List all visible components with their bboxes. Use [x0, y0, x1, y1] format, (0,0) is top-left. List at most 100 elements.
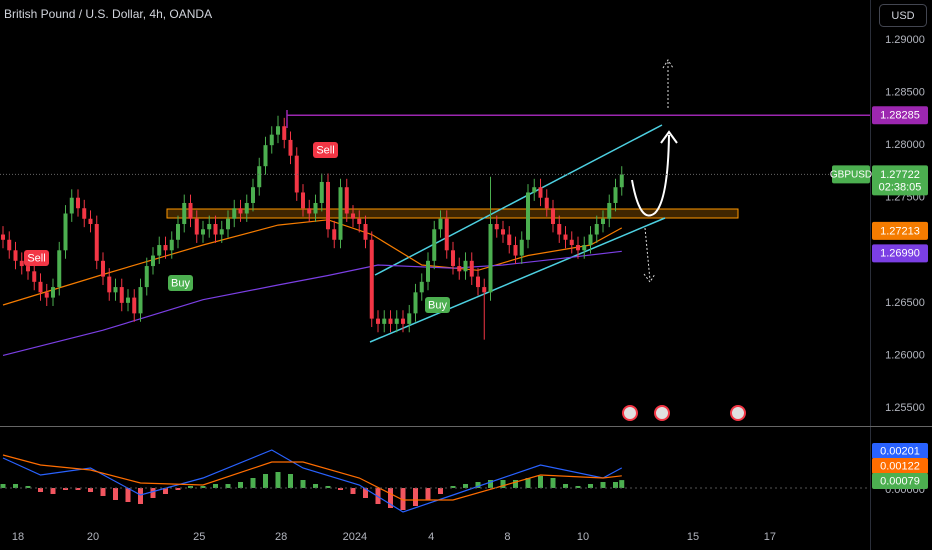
histogram-bar — [38, 488, 43, 492]
candle-body — [544, 197, 549, 209]
candle-body — [476, 276, 480, 288]
candle-body — [232, 208, 237, 219]
histogram-bar — [263, 474, 268, 488]
y-tick-label: 1.28000 — [885, 139, 925, 151]
candle-body — [382, 318, 387, 324]
histogram-bar — [238, 482, 243, 488]
event-icon[interactable] — [654, 405, 670, 421]
candle-body — [388, 318, 393, 324]
candle-body — [426, 260, 430, 282]
candle-body — [119, 287, 124, 303]
candle-body — [51, 287, 55, 298]
histogram-bar — [488, 480, 493, 488]
candle-body — [357, 218, 362, 225]
candle-body — [369, 239, 374, 319]
ma-price: 1.27213 — [880, 225, 920, 237]
y-tick-label: 1.26000 — [885, 349, 925, 361]
histogram-bar — [600, 482, 606, 488]
event-icon[interactable] — [622, 405, 638, 421]
candle-body — [63, 213, 68, 251]
candle-body — [88, 218, 93, 225]
macd-line — [2, 454, 622, 501]
macd-line — [2, 449, 623, 513]
histogram-bar — [450, 486, 456, 488]
ma-price-box — [872, 244, 928, 263]
histogram-bar — [25, 486, 31, 488]
candle-body — [263, 145, 268, 167]
candle-body — [276, 126, 280, 135]
candle-body — [76, 197, 80, 209]
histogram-bar — [188, 486, 193, 488]
candle-body — [482, 287, 487, 293]
y-tick-label: 1.29000 — [885, 34, 925, 46]
candle-body — [113, 287, 118, 293]
candle-body — [394, 318, 399, 324]
x-tick-label: 18 — [12, 531, 24, 543]
histogram-bar — [88, 488, 93, 492]
histogram-bar — [463, 484, 468, 488]
currency-label[interactable]: USD — [891, 10, 914, 22]
x-tick-label: 28 — [275, 531, 287, 543]
candle-body — [157, 245, 162, 256]
histogram-bar — [575, 486, 581, 488]
symbol-box — [832, 165, 870, 184]
histogram-bar — [288, 474, 293, 488]
candle-body — [194, 218, 199, 235]
candle-body — [557, 224, 562, 235]
event-icon[interactable] — [730, 405, 746, 421]
candle-body — [588, 234, 593, 246]
candle-body — [301, 192, 305, 209]
candle-body — [151, 255, 155, 267]
candle-body — [238, 208, 243, 214]
candle-body — [126, 297, 130, 303]
histogram-bar — [525, 478, 531, 488]
indicator-value: 0.00122 — [880, 460, 920, 472]
histogram-bar — [125, 488, 131, 502]
symbol-tag: GBPUSD — [830, 170, 872, 181]
histogram-bar — [588, 484, 593, 488]
channel-lower — [369, 217, 666, 343]
buy-signal-box — [425, 297, 450, 313]
level-price-box — [872, 106, 928, 125]
invalidation-arrowhead — [643, 273, 656, 283]
last-price-box — [872, 165, 928, 196]
candle-body — [619, 174, 624, 188]
histogram-bar — [63, 488, 68, 490]
plot-layer — [0, 115, 625, 513]
bar-countdown: 02:38:05 — [879, 181, 922, 193]
y-tick-label: 1.28500 — [885, 87, 925, 99]
candle-body — [563, 234, 568, 240]
histogram-bar — [213, 484, 218, 488]
candle-body — [307, 208, 312, 214]
histogram-bar — [538, 476, 543, 488]
candle-body — [432, 229, 437, 261]
candle-body — [94, 224, 99, 261]
candle-body — [313, 202, 318, 214]
indicator-value: 0.00201 — [880, 445, 920, 457]
candle-body — [169, 239, 174, 251]
candle-body — [1, 234, 5, 240]
histogram-bar — [225, 484, 231, 488]
x-tick-label: 8 — [504, 531, 510, 543]
histogram-bar — [500, 480, 506, 488]
candle-body — [32, 271, 37, 282]
candle-body — [132, 297, 137, 314]
candle-body — [538, 187, 543, 198]
currency-button[interactable] — [879, 4, 927, 27]
histogram-bar — [363, 488, 368, 498]
candle-body — [344, 187, 349, 214]
last-price: 1.27722 — [880, 169, 920, 181]
candle-body — [326, 181, 330, 230]
histogram-bar — [163, 488, 168, 494]
histogram-bar — [250, 478, 256, 488]
candle-body — [601, 218, 605, 225]
candle-body — [532, 187, 537, 193]
candle-body — [188, 202, 193, 219]
candle-body — [451, 250, 455, 267]
histogram-bar — [475, 482, 481, 488]
y-tick-label: 1.26500 — [885, 297, 925, 309]
candle-body — [26, 266, 30, 272]
histogram-bar — [563, 484, 568, 488]
candle-body — [69, 197, 74, 214]
candle-body — [294, 155, 299, 193]
